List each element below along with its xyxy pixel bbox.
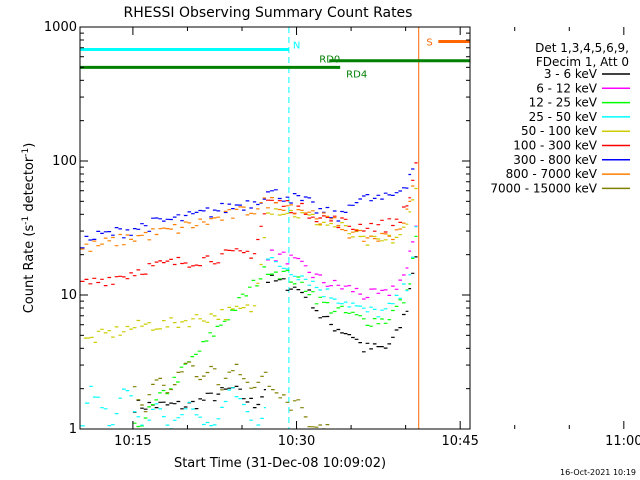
legend: Det 1,3,4,5,6,9,FDecim 1, Att 03 - 6 keV… bbox=[490, 41, 630, 195]
legend-entry-label: 100 - 300 keV bbox=[513, 139, 597, 153]
legend-entry-label: 300 - 800 keV bbox=[513, 153, 597, 167]
series-line-4 bbox=[83, 187, 418, 343]
y-tick-label: 1 bbox=[69, 422, 77, 437]
y-tick-label: 1000 bbox=[44, 20, 77, 35]
x-tick-label: 10:30 bbox=[278, 434, 315, 449]
state-bars bbox=[80, 39, 470, 69]
y-axis-label-main: Count Rate (s bbox=[22, 225, 37, 314]
legend-entry-label: 6 - 12 keV bbox=[536, 81, 598, 95]
state-bar-label: RD0 bbox=[319, 55, 340, 66]
legend-header-line: Det 1,3,4,5,6,9, bbox=[535, 41, 629, 55]
series-line-6 bbox=[80, 168, 415, 249]
x-axis-label: Start Time (31-Dec-08 10:09:02) bbox=[174, 456, 386, 471]
legend-entry-label: 800 - 7000 keV bbox=[506, 167, 598, 181]
state-bar-label: N bbox=[293, 40, 300, 51]
series-line-5 bbox=[80, 162, 418, 287]
chart-title: RHESSI Observing Summary Count Rates bbox=[124, 5, 413, 21]
series-line-2 bbox=[132, 235, 418, 428]
x-tick-label: 10:45 bbox=[441, 434, 478, 449]
x-tick-label: 11:00 bbox=[605, 434, 640, 449]
series-line-1 bbox=[266, 225, 418, 300]
y-axis-label-end: ) bbox=[22, 143, 37, 148]
y-tick-label: 10 bbox=[60, 288, 77, 303]
y-axis: 1 10 100 1000 bbox=[44, 20, 470, 437]
legend-entry-label: 12 - 25 keV bbox=[529, 96, 598, 110]
state-bar-label: RD4 bbox=[346, 69, 367, 80]
y-axis-label: Count Rate (s-1 detector-1) bbox=[21, 143, 37, 314]
series-layer bbox=[80, 162, 418, 429]
y-axis-label-sup1: -1 bbox=[21, 216, 31, 225]
legend-entry-label: 7000 - 15000 keV bbox=[490, 181, 597, 195]
y-axis-label-mid: detector bbox=[22, 156, 37, 216]
series-line-8 bbox=[132, 361, 330, 429]
segment-markers bbox=[80, 27, 420, 429]
footer-timestamp: 16-Oct-2021 10:19 bbox=[560, 468, 636, 477]
plot-frame bbox=[79, 26, 471, 430]
series-line-3 bbox=[80, 226, 418, 429]
legend-entry-label: 50 - 100 keV bbox=[521, 124, 598, 138]
legend-entry-label: 3 - 6 keV bbox=[544, 67, 598, 81]
legend-header-line: FDecim 1, Att 0 bbox=[536, 55, 629, 69]
y-axis-label-sup2: -1 bbox=[21, 148, 31, 157]
series-line-7 bbox=[80, 185, 415, 252]
state-bar-label: S bbox=[426, 37, 432, 48]
legend-entry-label: 25 - 50 keV bbox=[529, 110, 598, 124]
y-tick-label: 100 bbox=[52, 154, 77, 169]
x-tick-label: 10:15 bbox=[114, 434, 151, 449]
